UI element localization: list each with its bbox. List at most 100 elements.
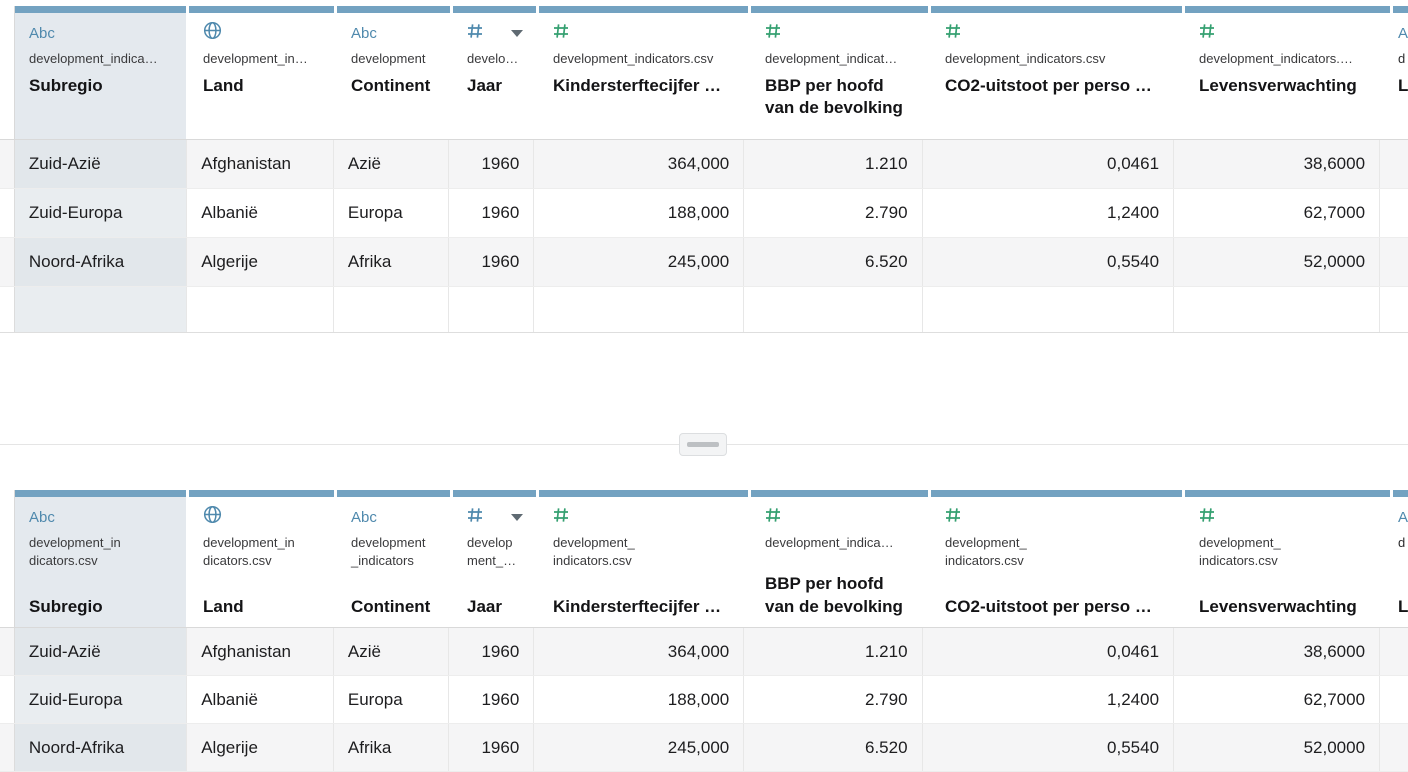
cell-bbp[interactable]: 1.210 (744, 140, 923, 188)
data-grid-bottom-pane: Abc development_in dicators.csv Subregio… (0, 490, 1408, 772)
number-type-icon (553, 23, 569, 44)
cell-levensverwachting[interactable]: 62,7000 (1174, 189, 1381, 237)
cell-subregio[interactable]: Noord-Afrika (14, 238, 188, 286)
column-header-jaar[interactable]: develop ment_… Jaar (453, 490, 539, 627)
cell-co2[interactable]: 0,0461 (922, 140, 1175, 188)
number-type-icon (1199, 23, 1215, 44)
number-type-icon (1199, 507, 1215, 528)
column-header-subregio[interactable]: Abc development_in dicators.csv Subregio (15, 490, 189, 627)
type-icon-fragment: A (1398, 24, 1408, 42)
cell-kindersterftecijfer[interactable]: 245,000 (534, 724, 745, 771)
column-header-subregio[interactable]: Abc development_indica… Subregio (15, 6, 189, 139)
cell-co2[interactable]: 0,5540 (922, 724, 1175, 771)
cell-edge (0, 189, 15, 237)
column-header-continent[interactable]: Abc development _indicators Continent (337, 490, 453, 627)
cell-land[interactable]: Algerije (187, 238, 334, 286)
column-header-continent[interactable]: Abc development Continent (337, 6, 453, 139)
column-header-jaar[interactable]: develo… Jaar (453, 6, 539, 139)
pane-resize-handle[interactable] (679, 433, 727, 456)
cell-empty (534, 287, 745, 332)
column-header-co2[interactable]: development_indicators.csv CO2-uitstoot … (931, 6, 1185, 139)
table-row: Zuid-Europa Albanië Europa 1960 188,000 … (0, 189, 1408, 238)
cell-subregio[interactable]: Zuid-Azië (14, 628, 188, 675)
cell-bbp[interactable]: 1.210 (744, 628, 923, 675)
cell-edge (1380, 238, 1408, 286)
cell-land[interactable]: Afghanistan (187, 628, 334, 675)
cell-jaar[interactable]: 1960 (448, 676, 535, 723)
cell-co2[interactable]: 0,0461 (922, 628, 1175, 675)
cell-jaar[interactable]: 1960 (448, 628, 535, 675)
cell-land[interactable]: Afghanistan (187, 140, 334, 188)
column-name: Jaar (467, 75, 502, 95)
cell-land[interactable]: Albanië (187, 676, 334, 723)
column-source: development_in dicators.csv (29, 535, 121, 568)
cell-kindersterftecijfer[interactable]: 364,000 (534, 140, 745, 188)
cell-subregio[interactable]: Noord-Afrika (14, 724, 188, 771)
cell-levensverwachting[interactable]: 62,7000 (1174, 676, 1381, 723)
cell-jaar[interactable]: 1960 (448, 189, 535, 237)
cell-bbp[interactable]: 6.520 (744, 238, 923, 286)
cell-bbp[interactable]: 6.520 (744, 724, 923, 771)
cell-co2[interactable]: 1,2400 (922, 189, 1175, 237)
cell-continent[interactable]: Europa (333, 676, 449, 723)
column-header-co2[interactable]: development_ indicators.csv CO2-uitstoot… (931, 490, 1185, 627)
cell-land[interactable]: Albanië (187, 189, 334, 237)
cell-jaar[interactable]: 1960 (448, 238, 535, 286)
column-header-bbp[interactable]: development_indica… BBP per hoofd van de… (751, 490, 931, 627)
cell-empty (1174, 287, 1381, 332)
column-header-levensverwachting[interactable]: development_ indicators.csv Levensverwac… (1185, 490, 1393, 627)
column-header-levensverwachting[interactable]: development_indicators.… Levensverwachti… (1185, 6, 1393, 139)
cell-kindersterftecijfer[interactable]: 364,000 (534, 628, 745, 675)
cell-co2[interactable]: 0,5540 (922, 238, 1175, 286)
column-name: Land (203, 75, 244, 95)
globe-icon (203, 21, 222, 45)
chevron-down-icon[interactable] (511, 513, 523, 521)
cell-subregio[interactable]: Zuid-Europa (14, 189, 188, 237)
cell-kindersterftecijfer[interactable]: 245,000 (534, 238, 745, 286)
column-source-fragment: d (1398, 535, 1406, 550)
column-source: development_ indicators.csv (1199, 535, 1281, 568)
cell-land[interactable]: Algerije (187, 724, 334, 771)
cell-subregio[interactable]: Zuid-Europa (14, 676, 188, 723)
cell-jaar[interactable]: 1960 (448, 724, 535, 771)
cell-levensverwachting[interactable]: 52,0000 (1174, 724, 1381, 771)
cell-levensverwachting[interactable]: 38,6000 (1174, 140, 1381, 188)
cell-kindersterftecijfer[interactable]: 188,000 (534, 189, 745, 237)
header-row: Abc development_indica… Subregio develop… (0, 6, 1408, 140)
cell-levensverwachting[interactable]: 38,6000 (1174, 628, 1381, 675)
cell-co2[interactable]: 1,2400 (922, 676, 1175, 723)
column-name: BBP per hoofd van de bevolking (765, 574, 903, 616)
chevron-down-icon[interactable] (511, 29, 523, 37)
cell-jaar[interactable]: 1960 (448, 140, 535, 188)
column-source: development_indica… (765, 535, 894, 550)
column-source: development_in dicators.csv (203, 535, 295, 568)
column-source: development_indicators.csv (945, 51, 1106, 66)
column-source: development_indica… (29, 51, 158, 66)
cell-continent[interactable]: Afrika (333, 238, 449, 286)
cell-bbp[interactable]: 2.790 (744, 189, 923, 237)
string-type-icon: Abc (351, 508, 377, 526)
table-row: Zuid-Azië Afghanistan Azië 1960 364,000 … (0, 628, 1408, 676)
cell-continent[interactable]: Europa (333, 189, 449, 237)
column-header-partial: A d L (1393, 490, 1408, 627)
table-row: Zuid-Europa Albanië Europa 1960 188,000 … (0, 676, 1408, 724)
cell-continent[interactable]: Azië (333, 140, 449, 188)
cell-edge (1380, 724, 1408, 771)
cell-edge (0, 140, 15, 188)
cell-subregio[interactable]: Zuid-Azië (14, 140, 188, 188)
cell-continent[interactable]: Azië (333, 628, 449, 675)
column-header-kindersterftecijfer[interactable]: development_ indicators.csv Kindersterft… (539, 490, 751, 627)
cell-continent[interactable]: Afrika (333, 724, 449, 771)
cell-edge (1380, 676, 1408, 723)
cell-levensverwachting[interactable]: 52,0000 (1174, 238, 1381, 286)
column-header-land[interactable]: development_in… Land (189, 6, 337, 139)
globe-icon (203, 505, 222, 529)
column-header-land[interactable]: development_in dicators.csv Land (189, 490, 337, 627)
cell-bbp[interactable]: 2.790 (744, 676, 923, 723)
cell-kindersterftecijfer[interactable]: 188,000 (534, 676, 745, 723)
column-header-kindersterftecijfer[interactable]: development_indicators.csv Kindersterfte… (539, 6, 751, 139)
number-type-icon (467, 23, 483, 44)
number-type-icon (765, 23, 781, 44)
number-type-icon (945, 507, 961, 528)
column-header-bbp[interactable]: development_indicat… BBP per hoofd van d… (751, 6, 931, 139)
